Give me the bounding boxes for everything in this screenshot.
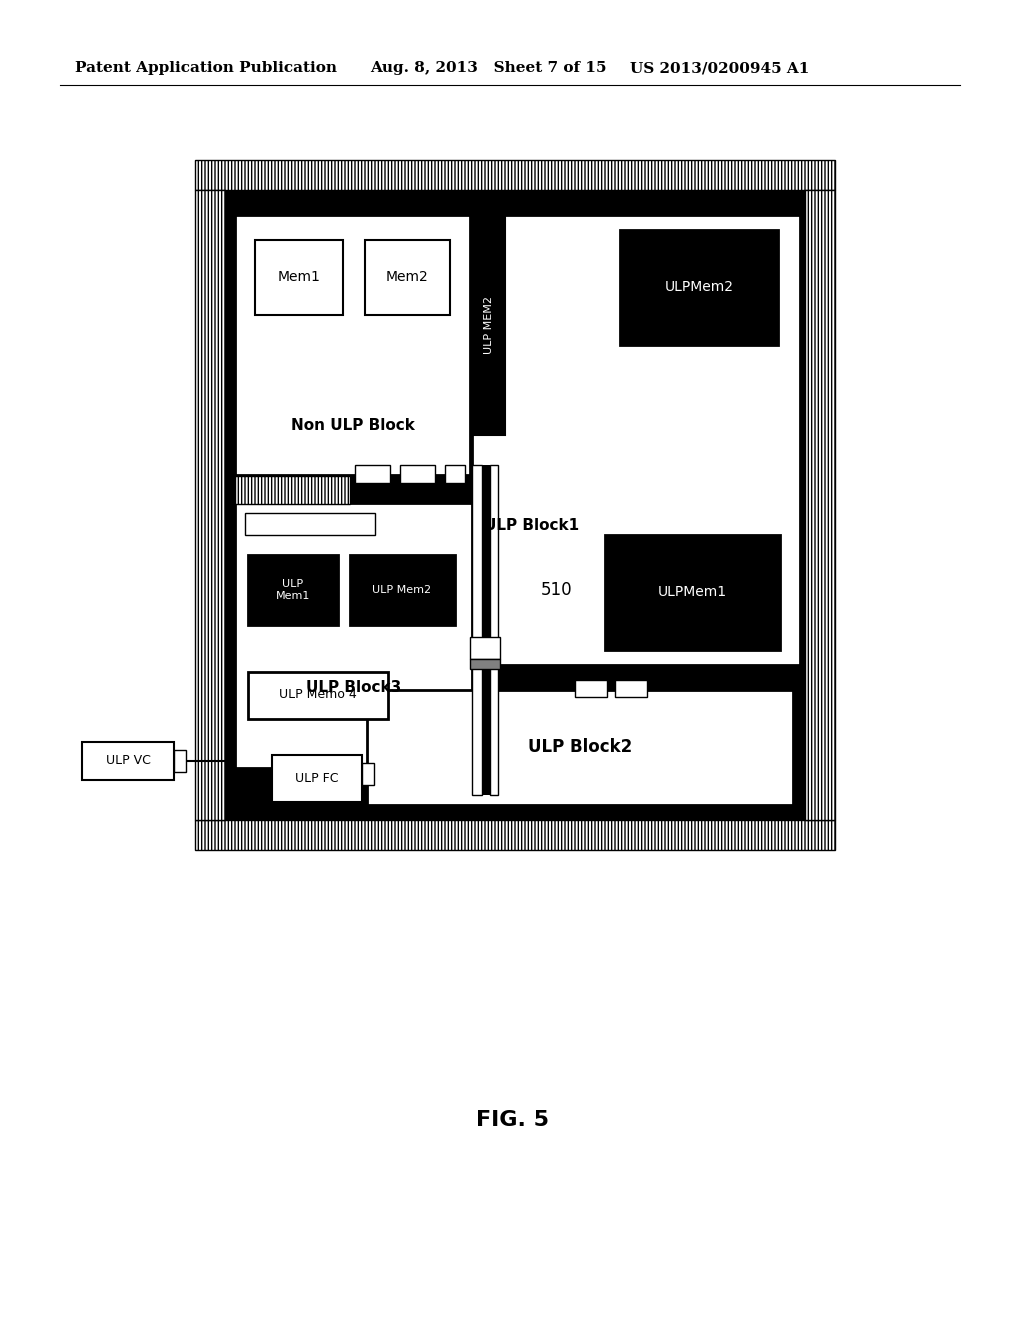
Text: ULP Block3: ULP Block3 [306,681,401,696]
Bar [805,190,835,820]
Text: Mem1: Mem1 [278,271,321,284]
Bar [362,763,374,785]
Bar [174,750,186,772]
Bar [605,535,780,649]
Bar [472,465,482,795]
Text: ULPMem2: ULPMem2 [665,280,733,294]
Text: ULP VC: ULP VC [105,755,151,767]
Bar [615,680,647,697]
Text: ULP Memo 4: ULP Memo 4 [280,689,357,701]
Bar [482,465,490,795]
Bar [350,554,455,624]
Bar [272,755,362,803]
Bar [195,160,835,190]
Bar [225,190,805,820]
Bar [82,742,174,780]
Text: 510: 510 [542,581,572,599]
Text: ULP Block2: ULP Block2 [528,738,632,756]
Bar [255,240,343,315]
Bar [195,820,835,850]
Bar [620,230,778,345]
Text: ULP
Mem1: ULP Mem1 [275,579,310,601]
Bar [234,477,350,504]
Bar [470,659,500,669]
Bar [234,215,470,475]
Bar [365,240,450,315]
Bar [470,638,500,659]
Bar [248,554,338,624]
Text: US 2013/0200945 A1: US 2013/0200945 A1 [630,61,809,75]
Bar [225,768,367,820]
Bar [490,465,498,795]
Text: Non ULP Block: Non ULP Block [291,417,415,433]
Bar [472,215,800,665]
Bar [195,190,225,820]
Text: Patent Application Publication: Patent Application Publication [75,61,337,75]
Text: Aug. 8, 2013   Sheet 7 of 15: Aug. 8, 2013 Sheet 7 of 15 [370,61,606,75]
Text: ULP Mem2: ULP Mem2 [373,585,431,595]
Bar [400,465,435,483]
Text: Mem2: Mem2 [386,271,428,284]
Bar [355,465,390,483]
Bar [472,215,505,436]
Text: ULPMem1: ULPMem1 [657,585,727,599]
Bar [367,690,793,805]
Bar [234,503,472,768]
Text: ULP FC: ULP FC [295,772,339,785]
Bar [575,680,607,697]
Bar [195,160,835,850]
Bar [245,513,375,535]
Text: FIG. 5: FIG. 5 [475,1110,549,1130]
Text: ULP Block1: ULP Block1 [484,517,580,532]
Bar [248,672,388,719]
Bar [225,477,234,805]
Text: ULP MEM2: ULP MEM2 [483,296,494,354]
Bar [445,465,465,483]
